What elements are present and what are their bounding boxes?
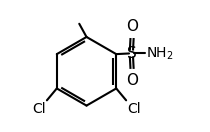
Text: Cl: Cl — [127, 102, 141, 116]
Text: O: O — [126, 73, 138, 88]
Text: O: O — [126, 19, 138, 34]
Text: S: S — [127, 46, 136, 61]
Text: NH$_2$: NH$_2$ — [146, 45, 174, 62]
Text: Cl: Cl — [32, 102, 46, 116]
